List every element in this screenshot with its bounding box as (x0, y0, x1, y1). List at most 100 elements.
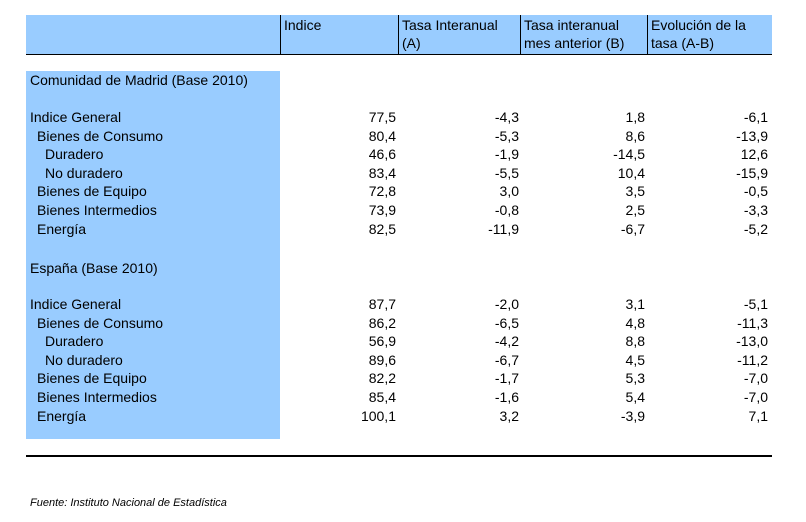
cell-evolucion: -5,2 (743, 220, 768, 237)
row-label: Bienes de Consumo (37, 314, 164, 331)
cell-evolucion: 7,1 (748, 407, 768, 424)
table-row: Indice General 87,7 -2,0 3,1 -5,1 (0, 295, 806, 314)
row-label: Energía (37, 220, 87, 237)
cell-tasa-b: 1,8 (625, 109, 645, 125)
cell-indice: 77,5 (368, 109, 396, 125)
cell-tasa-b: -6,7 (620, 220, 645, 237)
table-row: Energía 82,5 -11,9 -6,7 -5,2 (0, 220, 806, 239)
row-label: Energía (37, 407, 87, 424)
row-label: No duradero (45, 351, 123, 368)
cell-evolucion: 12,6 (740, 146, 768, 163)
row-label: Bienes de Consumo (37, 127, 164, 144)
cell-indice: 89,6 (368, 351, 396, 368)
label-column-background (26, 71, 280, 439)
cell-evolucion: -13,0 (736, 333, 768, 350)
table-row: No duradero 83,4 -5,5 10,4 -15,9 (0, 164, 806, 183)
cell-indice: 100,1 (360, 407, 396, 424)
cell-tasa-b: 4,8 (625, 314, 645, 331)
cell-evolucion: -0,5 (743, 183, 768, 200)
cell-tasa-b: 3,1 (625, 296, 645, 312)
cell-tasa-b: 4,5 (625, 351, 645, 368)
section-title: España (Base 2010) (30, 260, 158, 276)
cell-indice: 86,2 (368, 314, 396, 331)
cell-tasa-b: 5,4 (625, 389, 645, 405)
cell-evolucion: -7,0 (743, 370, 768, 387)
cell-tasa-a: -1,7 (494, 370, 519, 387)
cell-evolucion: -15,9 (736, 164, 768, 181)
row-label: Bienes de Equipo (37, 183, 147, 200)
cell-tasa-b: 5,3 (625, 370, 645, 387)
header-evolucion: Evolución de la tasa (A-B) (647, 15, 772, 54)
cell-indice: 82,5 (368, 220, 396, 237)
cell-tasa-a: -6,7 (494, 351, 519, 368)
row-label: No duradero (45, 164, 123, 181)
header-tasa-interanual-line1: Tasa Interanual (402, 17, 498, 33)
table-row: Bienes de Consumo 80,4 -5,3 8,6 -13,9 (0, 127, 806, 146)
header-tasa-mes-anterior-line2: mes anterior (B) (524, 35, 625, 51)
cell-tasa-b: 8,8 (625, 333, 645, 350)
row-label: Indice General (30, 109, 122, 125)
section-title: Comunidad de Madrid (Base 2010) (30, 72, 248, 88)
header-evolucion-line2: tasa (A-B) (651, 35, 715, 51)
table-row: Bienes de Equipo 82,2 -1,7 5,3 -7,0 (0, 369, 806, 388)
cell-evolucion: -13,9 (736, 127, 768, 144)
cell-tasa-a: -1,9 (494, 146, 519, 163)
table-row: Bienes de Consumo 86,2 -6,5 4,8 -11,3 (0, 314, 806, 333)
row-label: Bienes de Equipo (37, 370, 147, 387)
cell-tasa-a: -4,3 (494, 109, 519, 125)
cell-indice: 46,6 (368, 146, 396, 163)
header-tasa-mes-anterior: Tasa interanual mes anterior (B) (520, 15, 647, 54)
header-indice: Indice (280, 15, 398, 54)
cell-indice: 56,9 (368, 333, 396, 350)
cell-tasa-a: -5,5 (494, 164, 519, 181)
cell-tasa-a: 3,0 (499, 183, 519, 200)
table-header: Indice Tasa Interanual (A) Tasa interanu… (26, 15, 772, 55)
cell-tasa-b: 3,5 (625, 183, 645, 200)
cell-indice: 73,9 (368, 202, 396, 218)
cell-evolucion: -11,2 (737, 351, 768, 368)
cell-indice: 72,8 (368, 183, 396, 200)
cell-tasa-a: -6,5 (494, 314, 519, 331)
source-note: Fuente: Instituto Nacional de Estadístic… (30, 497, 227, 509)
cell-indice: 85,4 (368, 389, 396, 405)
row-label: Duradero (45, 333, 104, 350)
cell-tasa-a: -2,0 (494, 296, 519, 312)
bottom-rule (26, 455, 772, 457)
header-indice-line: Indice (284, 17, 322, 33)
table-row: Bienes de Equipo 72,8 3,0 3,5 -0,5 (0, 182, 806, 201)
cell-tasa-b: 2,5 (625, 202, 645, 218)
table-row: Duradero 56,9 -4,2 8,8 -13,0 (0, 332, 806, 351)
cell-tasa-b: -14,5 (613, 146, 645, 163)
cell-indice: 82,2 (368, 370, 396, 387)
cell-tasa-a: -11,9 (488, 220, 519, 237)
cell-evolucion: -11,3 (737, 314, 768, 331)
row-label: Indice General (30, 296, 122, 312)
table-row: Energía 100,1 3,2 -3,9 7,1 (0, 407, 806, 426)
cell-tasa-b: -3,9 (620, 407, 645, 424)
cell-tasa-a: -5,3 (494, 127, 519, 144)
header-tasa-mes-anterior-line1: Tasa interanual (524, 17, 619, 33)
cell-indice: 87,7 (368, 296, 396, 312)
cell-tasa-a: -1,6 (494, 389, 519, 405)
cell-tasa-b: 8,6 (625, 127, 645, 144)
cell-indice: 80,4 (368, 127, 396, 144)
cell-indice: 83,4 (368, 164, 396, 181)
header-evolucion-line1: Evolución de la (651, 17, 746, 33)
cell-tasa-a: -0,8 (494, 202, 519, 218)
cell-evolucion: -7,0 (743, 389, 768, 405)
row-label: Duradero (45, 146, 104, 163)
table-row: Bienes Intermedios 73,9 -0,8 2,5 -3,3 (0, 201, 806, 220)
row-label: Bienes Intermedios (37, 389, 157, 405)
table-row: Indice General 77,5 -4,3 1,8 -6,1 (0, 108, 806, 127)
table-row: No duradero 89,6 -6,7 4,5 -11,2 (0, 351, 806, 370)
cell-evolucion: -5,1 (743, 296, 768, 312)
row-label: Bienes Intermedios (37, 202, 157, 218)
cell-tasa-b: 10,4 (617, 164, 645, 181)
cell-evolucion: -6,1 (743, 109, 768, 125)
header-tasa-interanual: Tasa Interanual (A) (398, 15, 520, 54)
table-row: Duradero 46,6 -1,9 -14,5 12,6 (0, 145, 806, 164)
cell-evolucion: -3,3 (743, 202, 768, 218)
header-tasa-interanual-line2: (A) (402, 35, 421, 51)
cell-tasa-a: -4,2 (494, 333, 519, 350)
cell-tasa-a: 3,2 (499, 407, 519, 424)
